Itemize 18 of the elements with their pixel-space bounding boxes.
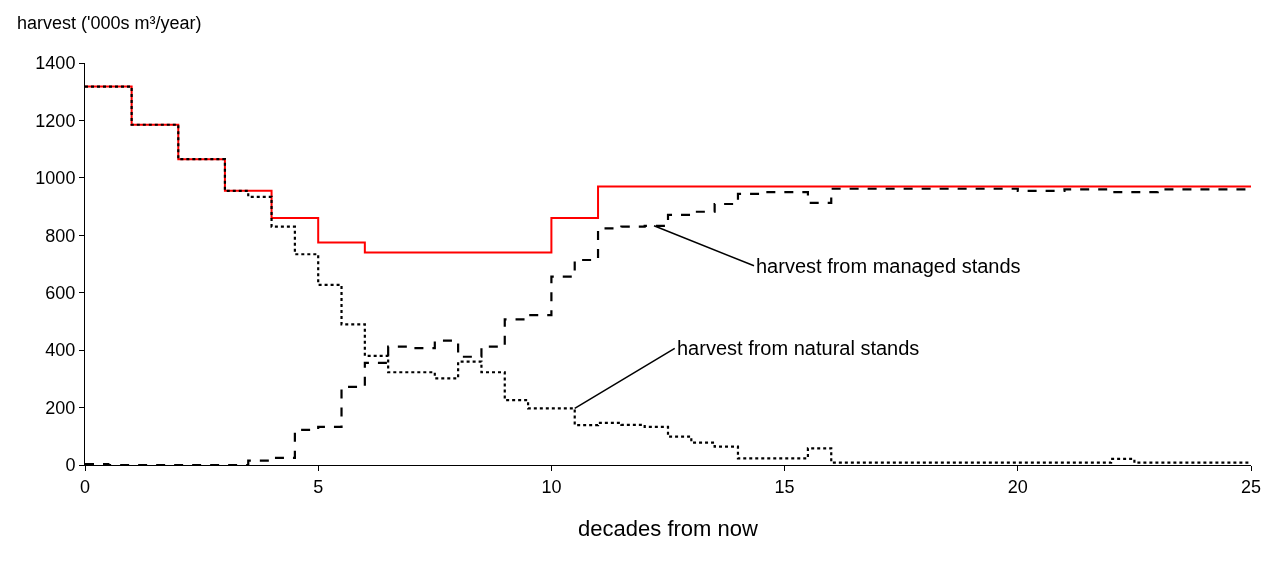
y-tick-label: 1000 [35,168,76,189]
x-axis-title: decades from now [578,516,758,542]
y-tick-label: 1200 [35,110,76,131]
y-tick-label: 1400 [35,53,76,74]
x-tick-label: 5 [313,476,324,497]
x-tick-label: 20 [1007,476,1028,497]
x-tick-label: 0 [79,476,91,497]
y-tick-label: 800 [45,225,76,246]
y-tick-label: 600 [45,283,76,304]
annotation: harvest from managed stands [756,255,1021,277]
y-tick-label: 0 [65,455,76,476]
y-tick-label: 200 [45,397,76,418]
x-tick-label: 25 [1240,476,1262,497]
annotation: harvest from natural stands [677,337,920,359]
y-axis-title: harvest ('000s m³/year) [17,13,202,33]
x-tick-label: 10 [541,476,562,497]
x-tick-label: 15 [774,476,795,497]
y-tick-label: 400 [45,340,76,361]
